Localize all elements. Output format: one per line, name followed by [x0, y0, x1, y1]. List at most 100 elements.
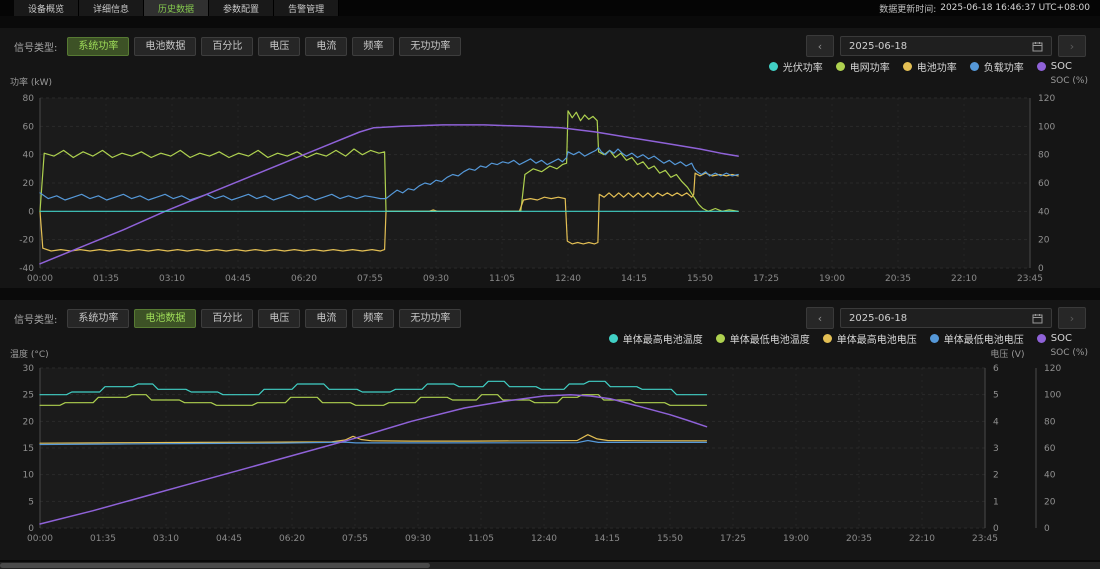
legend-item-0-1[interactable]: 电网功率 — [835, 59, 890, 74]
signal-button-0-5[interactable]: 频率 — [352, 36, 395, 56]
legend-label: SOC — [1050, 60, 1072, 72]
power-chart-svg[interactable]: 00:00 01:35 03:10 04:45 06:20 07:55 09:30 11:05… — [0, 88, 1100, 288]
date-value-2: 2025-06-18 — [849, 312, 908, 324]
svg-text:01:35: 01:35 — [90, 534, 116, 544]
chevron-right-icon: › — [1069, 39, 1075, 53]
svg-text:120: 120 — [1044, 364, 1061, 374]
legend-dot-icon — [1036, 333, 1046, 343]
date-input[interactable]: 2025-06-18 — [840, 36, 1052, 56]
signal-button-1-1[interactable]: 电池数据 — [134, 308, 197, 328]
scrollbar-thumb[interactable] — [0, 563, 430, 568]
signal-button-1-0[interactable]: 系统功率 — [67, 308, 130, 328]
legend-label: 单体最高电池温度 — [622, 334, 703, 346]
power-chart[interactable]: 00:00 01:35 03:10 04:45 06:20 07:55 09:30 11:05… — [0, 88, 1100, 288]
legend-item-0-2[interactable]: 电池功率 — [902, 59, 957, 74]
chevron-right-icon: › — [1069, 311, 1075, 325]
svg-text:30: 30 — [23, 364, 35, 374]
signal-controls-row-1: 信号类型: 系统功率 电池数据 百分比 电压 电流 频率 无功功率 ‹ 2025-06-18… — [0, 34, 1100, 58]
legend-dot-icon — [902, 61, 912, 71]
svg-text:0: 0 — [28, 524, 34, 534]
legend-dot-icon — [715, 333, 725, 343]
svg-text:15: 15 — [23, 444, 34, 454]
svg-text:80: 80 — [1038, 151, 1050, 161]
legend-item-1-1[interactable]: 单体最低电池温度 — [715, 331, 810, 346]
svg-text:07:55: 07:55 — [342, 534, 368, 544]
svg-text:60: 60 — [23, 122, 35, 132]
svg-text:25: 25 — [23, 391, 34, 401]
legend-item-0-3[interactable]: 负载功率 — [969, 59, 1024, 74]
svg-text:5: 5 — [28, 497, 34, 507]
svg-text:15:50: 15:50 — [657, 534, 683, 544]
topbar-tab-1[interactable]: 详细信息 — [79, 0, 145, 16]
legend-item-1-3[interactable]: 单体最低电池电压 — [929, 331, 1024, 346]
legend-item-1-4[interactable]: SOC — [1036, 332, 1072, 344]
svg-text:0: 0 — [1038, 264, 1044, 274]
signal-button-1-4[interactable]: 电流 — [305, 308, 348, 328]
date-picker-1: ‹ 2025-06-18 › — [806, 35, 1086, 57]
battery-chart[interactable]: 00:00 01:35 03:10 04:45 06:20 07:55 09:30 11:05… — [0, 360, 1100, 560]
signal-type-label: 信号类型: — [14, 42, 58, 54]
signal-button-0-2[interactable]: 百分比 — [201, 36, 254, 56]
signal-button-1-3[interactable]: 电压 — [258, 308, 301, 328]
battery-chart-svg[interactable]: 00:00 01:35 03:10 04:45 06:20 07:55 09:30 11:05… — [0, 360, 1100, 560]
legend-label: 单体最高电池电压 — [836, 334, 917, 346]
topbar-tab-4[interactable]: 告警管理 — [274, 0, 340, 16]
y2-axis-title-voltage: 电压 (V) — [990, 349, 1025, 360]
svg-text:1: 1 — [993, 497, 999, 507]
date-input-2[interactable]: 2025-06-18 — [840, 308, 1052, 328]
signal-button-0-4[interactable]: 电流 — [305, 36, 348, 56]
svg-text:00:00: 00:00 — [27, 534, 53, 544]
svg-text:00:00: 00:00 — [27, 274, 53, 284]
svg-text:23:45: 23:45 — [972, 534, 998, 544]
legend-label: 光伏功率 — [782, 62, 823, 74]
signal-controls-row-2: 信号类型: 系统功率 电池数据 百分比 电压 电流 频率 无功功率 ‹ 2025-06-18… — [0, 306, 1100, 330]
horizontal-scrollbar[interactable] — [0, 562, 1100, 569]
svg-text:80: 80 — [1044, 417, 1056, 427]
signal-button-0-6[interactable]: 无功功率 — [399, 36, 462, 56]
prev-day-button-2[interactable]: ‹ — [806, 307, 834, 329]
y2-axis-title-soc: SOC (%) — [1050, 76, 1088, 86]
svg-text:5: 5 — [993, 391, 999, 401]
next-day-button[interactable]: › — [1058, 35, 1086, 57]
legend-item-1-0[interactable]: 单体最高电池温度 — [608, 331, 703, 346]
svg-text:-20: -20 — [19, 236, 34, 246]
svg-text:11:05: 11:05 — [468, 534, 494, 544]
svg-text:06:20: 06:20 — [291, 274, 317, 284]
signal-buttons-0: 系统功率 电池数据 百分比 电压 电流 频率 无功功率 — [67, 36, 462, 56]
topbar-spacer — [339, 0, 879, 16]
svg-text:100: 100 — [1038, 122, 1055, 132]
signal-button-0-0[interactable]: 系统功率 — [67, 36, 130, 56]
legend-1: 单体最高电池温度 单体最低电池温度 单体最高电池电压 单体最低电池电压 SOC — [0, 330, 1100, 346]
topbar-tab-0[interactable]: 设备概览 — [14, 0, 80, 16]
legend-item-0-0[interactable]: 光伏功率 — [768, 59, 823, 74]
legend-label: 单体最低电池电压 — [943, 334, 1024, 346]
y3-axis-title-soc: SOC (%) — [1050, 348, 1088, 358]
svg-text:20: 20 — [23, 179, 35, 189]
top-navigation-bar: 设备概览 详细信息 历史数据 参数配置 告警管理 数据更新时间: 2025-06-18 … — [0, 0, 1100, 16]
legend-item-1-2[interactable]: 单体最高电池电压 — [822, 331, 917, 346]
signal-button-1-2[interactable]: 百分比 — [201, 308, 254, 328]
legend-label: 电网功率 — [849, 62, 890, 74]
svg-text:22:10: 22:10 — [909, 534, 935, 544]
svg-text:60: 60 — [1038, 179, 1050, 189]
svg-text:20: 20 — [1038, 236, 1050, 246]
signal-buttons-1: 系统功率 电池数据 百分比 电压 电流 频率 无功功率 — [67, 308, 462, 328]
signal-button-0-1[interactable]: 电池数据 — [134, 36, 197, 56]
signal-button-0-3[interactable]: 电压 — [258, 36, 301, 56]
next-day-button-2[interactable]: › — [1058, 307, 1086, 329]
topbar-tab-2[interactable]: 历史数据 — [144, 0, 210, 16]
legend-dot-icon — [929, 333, 939, 343]
signal-button-1-6[interactable]: 无功功率 — [399, 308, 462, 328]
topbar-tab-3[interactable]: 参数配置 — [209, 0, 275, 16]
legend-label: SOC — [1050, 332, 1072, 344]
legend-item-0-4[interactable]: SOC — [1036, 60, 1072, 72]
svg-text:80: 80 — [23, 94, 35, 104]
prev-day-button[interactable]: ‹ — [806, 35, 834, 57]
calendar-icon[interactable] — [1032, 41, 1043, 52]
svg-text:09:30: 09:30 — [423, 274, 449, 284]
svg-text:03:10: 03:10 — [153, 534, 179, 544]
legend-dot-icon — [608, 333, 618, 343]
signal-button-1-5[interactable]: 频率 — [352, 308, 395, 328]
calendar-icon[interactable] — [1032, 313, 1043, 324]
chevron-left-icon: ‹ — [817, 39, 823, 53]
